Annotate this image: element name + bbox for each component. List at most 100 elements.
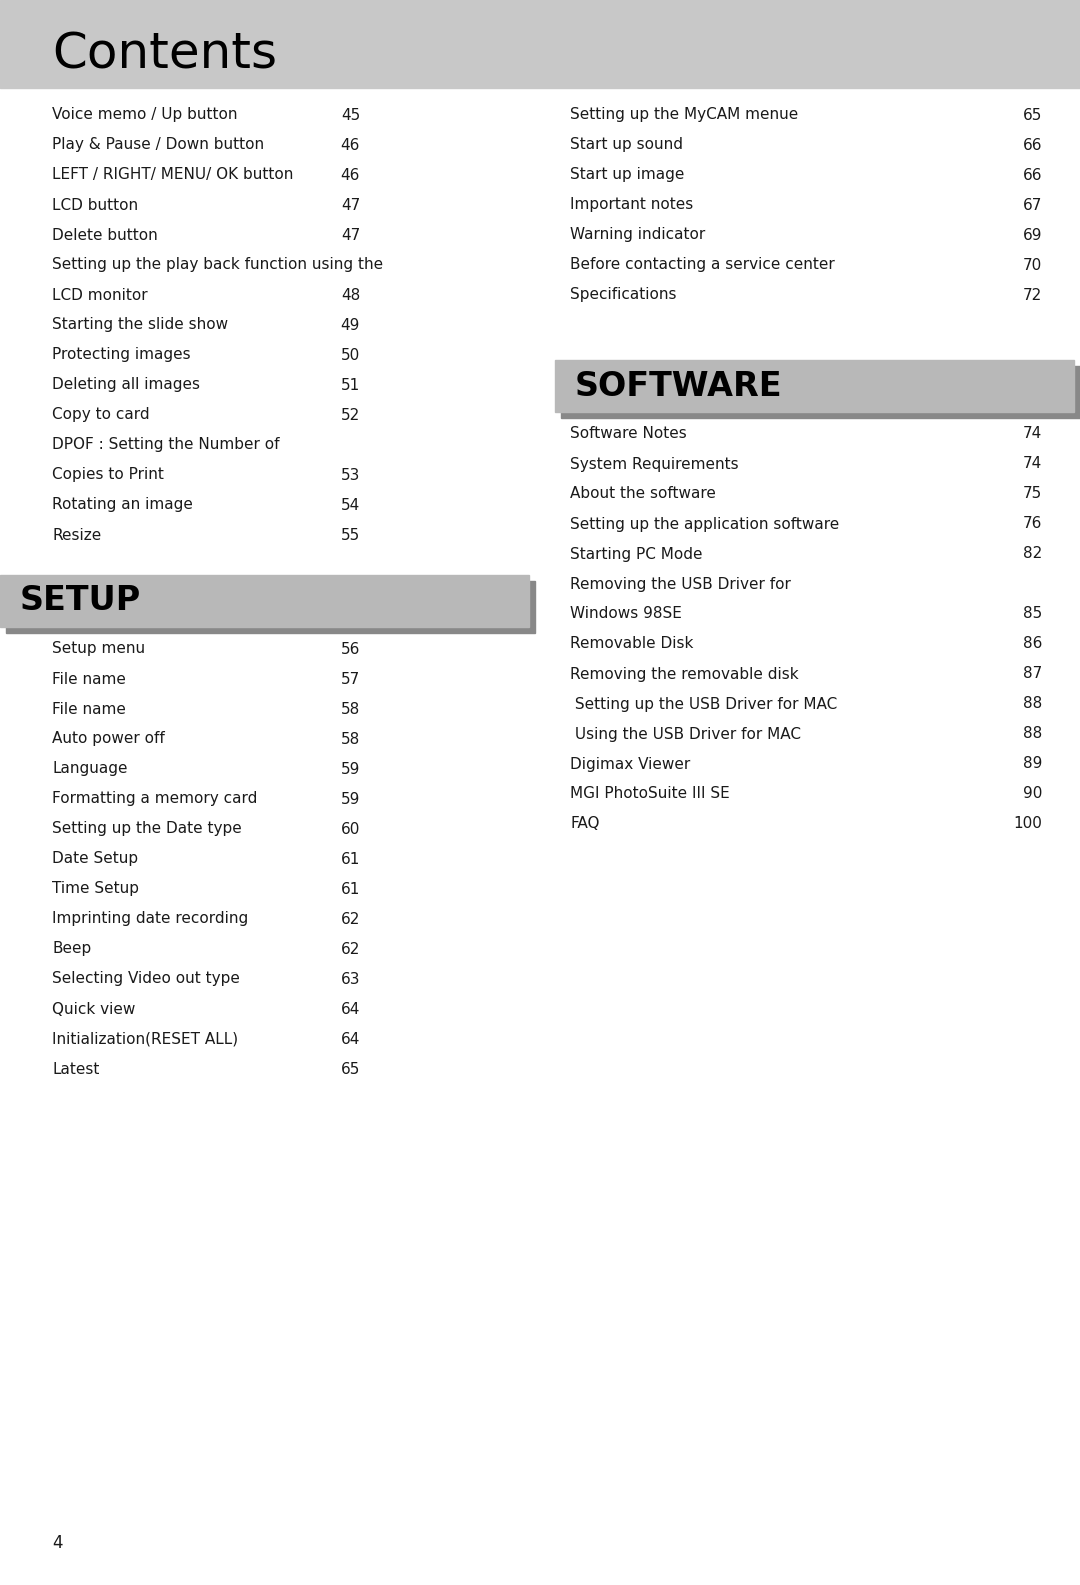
Bar: [0, 0, 1080, 89]
Text: 74: 74: [1023, 426, 1042, 442]
Text: Contents: Contents: [52, 30, 278, 79]
Text: 57: 57: [341, 672, 360, 686]
Text: Removable Disk: Removable Disk: [570, 637, 693, 651]
Text: 62: 62: [340, 941, 360, 956]
Text: Latest: Latest: [52, 1062, 99, 1076]
Text: 88: 88: [1023, 726, 1042, 742]
Bar: [561, 366, 1080, 418]
Text: Important notes: Important notes: [570, 198, 693, 212]
Text: Setting up the play back function using the: Setting up the play back function using …: [52, 257, 383, 273]
Text: LEFT / RIGHT/ MENU/ OK button: LEFT / RIGHT/ MENU/ OK button: [52, 168, 294, 182]
Text: Setting up the MyCAM menue: Setting up the MyCAM menue: [570, 108, 798, 122]
Text: 54: 54: [341, 498, 360, 512]
Text: 49: 49: [340, 317, 360, 333]
Text: 66: 66: [1023, 138, 1042, 152]
Text: 52: 52: [341, 407, 360, 423]
Text: 90: 90: [1023, 786, 1042, 802]
Text: Before contacting a service center: Before contacting a service center: [570, 257, 835, 273]
Text: 47: 47: [341, 198, 360, 212]
Text: DPOF : Setting the Number of: DPOF : Setting the Number of: [52, 437, 280, 452]
Text: 61: 61: [340, 881, 360, 897]
Text: Quick view: Quick view: [52, 1002, 135, 1016]
Text: 75: 75: [1023, 487, 1042, 501]
Text: 50: 50: [341, 347, 360, 363]
Text: Warning indicator: Warning indicator: [570, 228, 705, 243]
Text: 59: 59: [340, 761, 360, 777]
Text: Copy to card: Copy to card: [52, 407, 150, 423]
Text: Delete button: Delete button: [52, 228, 158, 243]
Text: 72: 72: [1023, 287, 1042, 303]
Text: Selecting Video out type: Selecting Video out type: [52, 972, 240, 986]
Text: 48: 48: [341, 287, 360, 303]
Text: Rotating an image: Rotating an image: [52, 498, 193, 512]
Text: Voice memo / Up button: Voice memo / Up button: [52, 108, 238, 122]
Bar: [555, 360, 1074, 412]
Text: 58: 58: [341, 732, 360, 747]
Text: 82: 82: [1023, 547, 1042, 561]
Text: Setting up the application software: Setting up the application software: [570, 517, 839, 531]
Text: Language: Language: [52, 761, 127, 777]
Text: 74: 74: [1023, 456, 1042, 471]
Text: LCD button: LCD button: [52, 198, 138, 212]
Text: Beep: Beep: [52, 941, 91, 956]
Text: 60: 60: [340, 821, 360, 837]
Text: 69: 69: [1023, 228, 1042, 243]
Text: 87: 87: [1023, 667, 1042, 682]
Text: Deleting all images: Deleting all images: [52, 377, 200, 393]
Text: Start up image: Start up image: [570, 168, 685, 182]
Text: 51: 51: [341, 377, 360, 393]
Text: Time Setup: Time Setup: [52, 881, 139, 897]
Text: MGI PhotoSuite III SE: MGI PhotoSuite III SE: [570, 786, 730, 802]
Text: 63: 63: [340, 972, 360, 986]
Text: 66: 66: [1023, 168, 1042, 182]
Text: SETUP: SETUP: [21, 585, 141, 618]
Text: Resize: Resize: [52, 528, 102, 542]
Text: 67: 67: [1023, 198, 1042, 212]
Text: Starting the slide show: Starting the slide show: [52, 317, 228, 333]
Text: Specifications: Specifications: [570, 287, 676, 303]
Text: Setting up the Date type: Setting up the Date type: [52, 821, 242, 837]
Text: Setup menu: Setup menu: [52, 642, 145, 656]
Text: 46: 46: [340, 168, 360, 182]
Text: 62: 62: [340, 911, 360, 927]
Text: 64: 64: [340, 1032, 360, 1046]
Text: Using the USB Driver for MAC: Using the USB Driver for MAC: [570, 726, 801, 742]
Text: Starting PC Mode: Starting PC Mode: [570, 547, 702, 561]
Text: System Requirements: System Requirements: [570, 456, 739, 471]
Text: Windows 98SE: Windows 98SE: [570, 607, 681, 621]
Text: 46: 46: [340, 138, 360, 152]
Text: 85: 85: [1023, 607, 1042, 621]
Text: 65: 65: [340, 1062, 360, 1076]
Text: Initialization(RESET ALL): Initialization(RESET ALL): [52, 1032, 238, 1046]
Text: LCD monitor: LCD monitor: [52, 287, 148, 303]
Text: Play & Pause / Down button: Play & Pause / Down button: [52, 138, 265, 152]
Text: 56: 56: [340, 642, 360, 656]
Text: 4: 4: [52, 1534, 63, 1552]
Text: Auto power off: Auto power off: [52, 732, 165, 747]
Text: 70: 70: [1023, 257, 1042, 273]
Text: Removing the removable disk: Removing the removable disk: [570, 667, 798, 682]
Text: Digimax Viewer: Digimax Viewer: [570, 756, 690, 772]
Text: 55: 55: [341, 528, 360, 542]
Text: FAQ: FAQ: [570, 816, 599, 832]
Text: Date Setup: Date Setup: [52, 851, 138, 867]
Text: About the software: About the software: [570, 487, 716, 501]
Text: Protecting images: Protecting images: [52, 347, 191, 363]
Text: 86: 86: [1023, 637, 1042, 651]
Bar: [0, 575, 529, 628]
Text: 89: 89: [1023, 756, 1042, 772]
Text: File name: File name: [52, 702, 126, 716]
Text: 64: 64: [340, 1002, 360, 1016]
Text: File name: File name: [52, 672, 126, 686]
Bar: [6, 582, 535, 632]
Text: 76: 76: [1023, 517, 1042, 531]
Text: Imprinting date recording: Imprinting date recording: [52, 911, 248, 927]
Text: Software Notes: Software Notes: [570, 426, 687, 442]
Text: SOFTWARE: SOFTWARE: [575, 369, 783, 403]
Text: Removing the USB Driver for: Removing the USB Driver for: [570, 577, 791, 591]
Text: 59: 59: [340, 791, 360, 807]
Text: 47: 47: [341, 228, 360, 243]
Text: Start up sound: Start up sound: [570, 138, 683, 152]
Text: 88: 88: [1023, 696, 1042, 712]
Text: 65: 65: [1023, 108, 1042, 122]
